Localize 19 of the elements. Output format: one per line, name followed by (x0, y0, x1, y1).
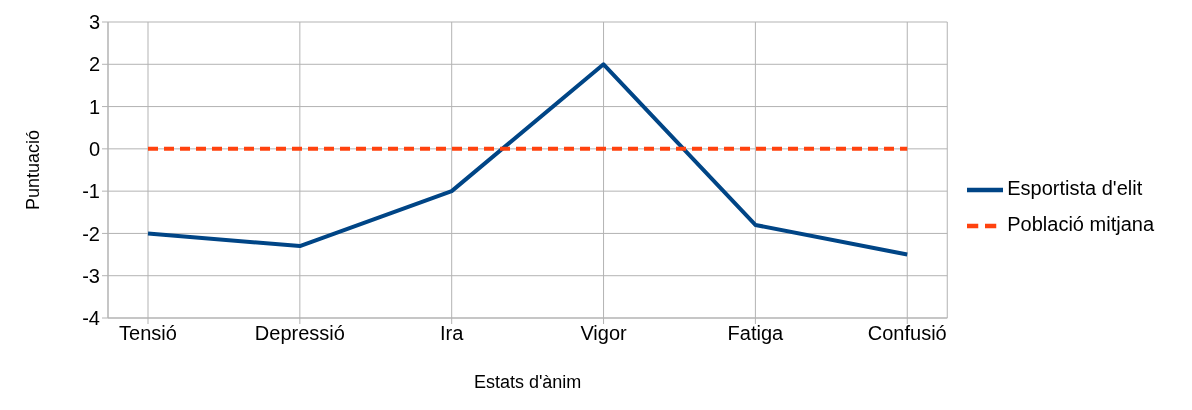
x-axis-title: Estats d'ànim (473, 372, 582, 392)
legend-label: Població mitjana (1007, 213, 1154, 236)
x-tick-label: Ira (440, 322, 465, 345)
y-axis-title: Puntuació (23, 129, 44, 211)
x-tick-label: Depressió (254, 322, 345, 345)
y-tick-label: 1 (88, 95, 100, 118)
x-tick-label: Fatiga (727, 322, 785, 345)
y-tick-label: -2 (82, 222, 100, 245)
y-tick-label: -4 (82, 307, 100, 330)
line-series (146, 62, 910, 257)
x-tick-label: Confusió (867, 322, 947, 345)
y-tick-label: -1 (82, 180, 100, 203)
x-tick-label: Tensió (119, 322, 177, 345)
y-tick-label: 2 (88, 53, 100, 76)
y-tick-label: 0 (88, 137, 100, 160)
x-tick-label: Vigor (580, 322, 628, 345)
y-tick-label: 3 (88, 11, 100, 34)
y-tick-label: -3 (82, 264, 100, 287)
legend-label: Esportista d'elit (1007, 177, 1143, 200)
